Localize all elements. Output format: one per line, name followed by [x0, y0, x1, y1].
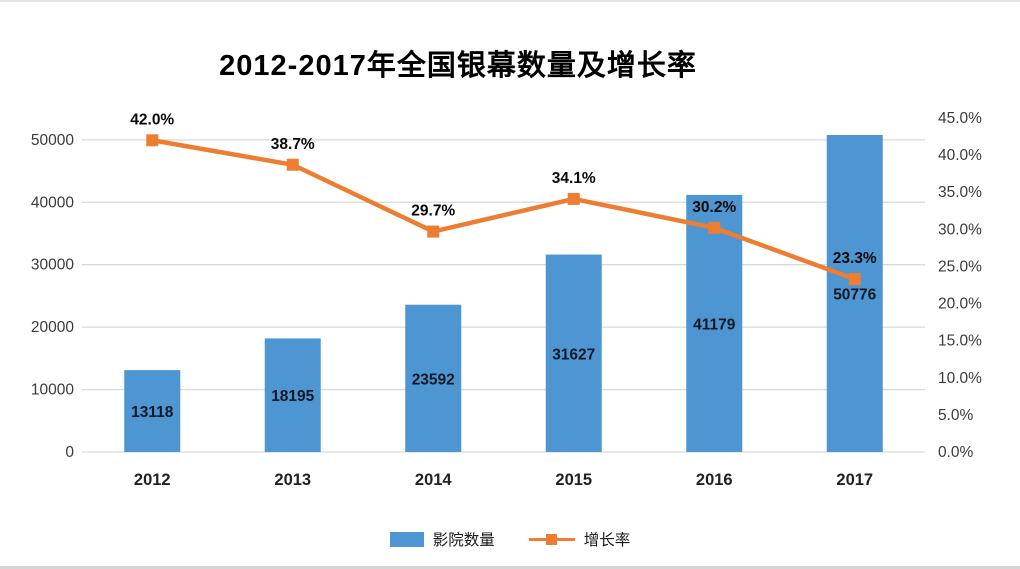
bar-value-label: 23592 [412, 371, 455, 388]
legend-item-growth-rate: 增长率 [528, 528, 631, 550]
line-marker-2012 [146, 134, 159, 147]
line-value-label: 42.0% [130, 111, 174, 128]
growth-rate-line [151, 138, 856, 282]
right-axis-tick: 5.0% [938, 407, 974, 424]
left-axis-tick: 20000 [31, 319, 74, 336]
right-axis-tick: 30.0% [938, 221, 982, 238]
x-axis-category: 2017 [836, 471, 873, 489]
chart-title: 2012-2017年全国银幕数量及增长率 [219, 50, 697, 82]
right-axis-tick: 0.0% [938, 444, 974, 461]
right-axis-tick: 25.0% [938, 258, 982, 275]
left-axis-tick: 50000 [31, 132, 74, 149]
bar-value-label: 50776 [833, 287, 876, 304]
legend-label-growth-rate: 增长率 [583, 532, 631, 549]
bar-2012 [124, 370, 181, 452]
line-marker-2017 [848, 273, 861, 286]
bar-2013 [264, 338, 321, 452]
bar-value-label: 13118 [131, 404, 174, 421]
x-axis-category: 2016 [696, 471, 733, 489]
x-axis-category: 2015 [555, 471, 592, 489]
right-axis-tick: 15.0% [938, 333, 982, 350]
bar-2014 [405, 304, 462, 452]
right-axis-tick: 35.0% [938, 184, 982, 201]
bar-value-label: 41179 [693, 316, 736, 333]
right-axis-tick: 45.0% [938, 110, 982, 127]
right-axis-tick: 10.0% [938, 370, 982, 387]
left-axis-tick: 10000 [31, 382, 74, 399]
line-value-label: 38.7% [271, 136, 315, 153]
line-value-label: 29.7% [411, 203, 455, 220]
chart-legend: 影院数量 增长率 [0, 528, 1020, 550]
line-series-swatch-icon [528, 533, 575, 546]
legend-label-cinema-count: 影院数量 [432, 532, 495, 549]
line-marker-2013 [286, 158, 299, 171]
line-value-label: 23.3% [833, 250, 877, 267]
line-value-label: 30.2% [692, 199, 736, 216]
line-marker-2014 [427, 225, 440, 238]
bar-value-label: 31627 [552, 346, 595, 363]
legend-item-cinema-count: 影院数量 [389, 528, 495, 550]
left-axis-tick: 0 [65, 444, 74, 461]
right-axis-tick: 20.0% [938, 296, 982, 313]
x-axis-category: 2013 [274, 471, 311, 489]
left-axis-tick: 40000 [31, 194, 74, 211]
bar-series-swatch-icon [389, 531, 424, 547]
bar-2015 [545, 254, 602, 452]
line-marker-2016 [708, 221, 721, 234]
line-swatch-marker-icon [545, 533, 557, 545]
right-axis-tick: 40.0% [938, 147, 982, 164]
bar-2017 [826, 135, 883, 452]
x-axis-category: 2014 [415, 471, 453, 489]
bar-2016 [686, 194, 743, 452]
bar-value-label: 18195 [271, 388, 314, 405]
left-axis-tick: 30000 [31, 257, 74, 274]
x-axis-category: 2012 [134, 471, 171, 489]
line-value-label: 34.1% [552, 170, 596, 187]
line-marker-2015 [567, 192, 580, 205]
